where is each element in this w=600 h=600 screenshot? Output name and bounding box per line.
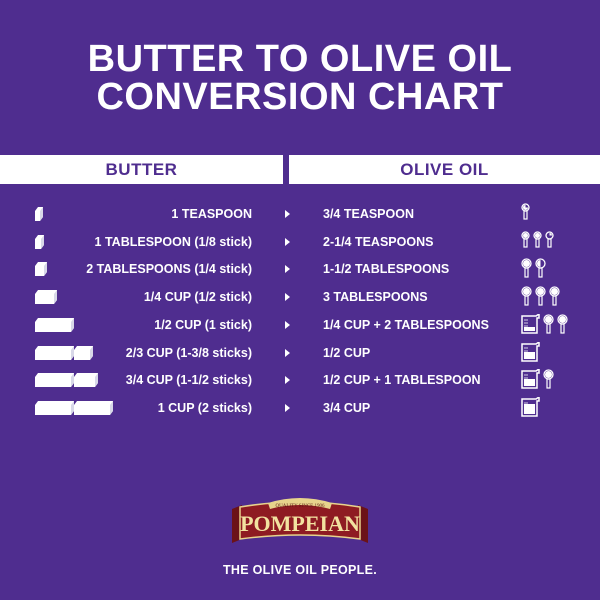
olive-oil-amount: 1/2 CUP + 1 TABLESPOON	[323, 373, 481, 388]
arrow-right-icon	[285, 320, 290, 329]
butter-icon	[35, 400, 115, 417]
arrow-right-icon	[285, 376, 290, 385]
measuring-spoon-icon	[521, 203, 530, 228]
butter-amount: 1 CUP (2 sticks)	[157, 400, 252, 415]
butter-amount: 1 TABLESPOON (1/8 stick)	[94, 234, 252, 249]
olive-oil-amount: 1/2 CUP	[323, 345, 371, 360]
conversion-row: 1 CUP (2 sticks) 3/4 CUP	[0, 395, 600, 422]
measuring-cup-icon	[521, 312, 540, 339]
measuring-spoon-icon	[543, 314, 554, 339]
measuring-spoon-icon	[545, 231, 554, 256]
butter-amount: 3/4 CUP (1-1/2 sticks)	[125, 373, 252, 388]
measuring-spoon-icon	[533, 231, 542, 256]
measure-icons	[521, 367, 554, 394]
title-line-1: BUTTER TO OLIVE OIL	[87, 38, 513, 80]
measure-icons	[521, 203, 530, 227]
measure-icons	[521, 286, 560, 310]
butter-amount: 1/4 CUP (1/2 stick)	[143, 290, 252, 305]
measuring-spoon-icon	[535, 286, 546, 311]
conversion-row: 1 TABLESPOON (1/8 stick) 2-1/4 TEASPOONS	[0, 231, 600, 255]
butter-icon	[35, 290, 59, 306]
conversion-row: 2/3 CUP (1-3/8 sticks) 1/2 CUP	[0, 340, 600, 367]
butter-amount: 1/2 CUP (1 stick)	[154, 317, 252, 332]
arrow-right-icon	[285, 265, 290, 274]
svg-text:POMPEIAN: POMPEIAN	[240, 511, 360, 536]
olive-oil-amount: 3/4 TEASPOON	[323, 207, 414, 221]
olive-oil-amount: 1/4 CUP + 2 TABLESPOONS	[323, 317, 489, 332]
pompeian-logo: QUALITY SINCE 1906 POMPEIAN	[228, 495, 372, 558]
measuring-spoon-icon	[557, 314, 568, 339]
svg-text:QUALITY SINCE 1906: QUALITY SINCE 1906	[276, 504, 325, 509]
arrow-right-icon	[285, 210, 290, 218]
olive-oil-amount: 3 TABLESPOONS	[323, 290, 428, 305]
conversion-row: 2 TABLESPOONS (1/4 stick) 1-1/2 TABLESPO…	[0, 258, 600, 282]
arrow-right-icon	[285, 348, 290, 357]
measuring-spoon-icon	[549, 286, 560, 311]
measuring-spoon-icon	[521, 286, 532, 311]
measuring-spoon-icon	[535, 258, 546, 283]
butter-icon	[35, 207, 45, 223]
measuring-cup-icon	[521, 367, 540, 394]
conversion-row: 3/4 CUP (1-1/2 sticks) 1/2 CUP + 1 TABLE…	[0, 367, 600, 394]
measure-icons	[521, 312, 568, 339]
butter-icon	[35, 317, 76, 334]
arrow-right-icon	[285, 293, 290, 302]
butter-icon	[35, 234, 46, 251]
conversion-row: 1 TEASPOON 3/4 TEASPOON	[0, 203, 600, 227]
measure-icons	[521, 395, 540, 422]
arrow-right-icon	[285, 237, 290, 246]
measuring-spoon-icon	[521, 258, 532, 283]
olive-oil-header: OLIVE OIL	[289, 155, 600, 184]
butter-icon	[35, 262, 49, 278]
title-line-2: CONVERSION CHART	[96, 76, 504, 118]
butter-icon	[35, 345, 95, 362]
olive-oil-amount: 3/4 CUP	[323, 400, 371, 415]
butter-amount: 1 TEASPOON	[171, 207, 252, 221]
tagline: THE OLIVE OIL PEOPLE.	[222, 563, 377, 577]
olive-oil-amount: 2-1/4 TEASPOONS	[323, 234, 434, 249]
arrow-right-icon	[285, 403, 290, 412]
conversion-row: 1/4 CUP (1/2 stick) 3 TABLESPOONS	[0, 286, 600, 310]
measuring-spoon-icon	[521, 231, 530, 256]
measuring-spoon-icon	[543, 369, 554, 394]
measure-icons	[521, 340, 540, 367]
olive-oil-amount: 1-1/2 TABLESPOONS	[323, 262, 450, 277]
page-title: BUTTER TO OLIVE OIL CONVERSION CHART	[0, 40, 600, 116]
butter-header: BUTTER	[0, 155, 283, 184]
butter-amount: 2/3 CUP (1-3/8 sticks)	[125, 345, 252, 360]
butter-amount: 2 TABLESPOONS (1/4 stick)	[86, 262, 252, 277]
measuring-cup-icon	[521, 395, 540, 422]
butter-icon	[35, 373, 100, 389]
measure-icons	[521, 258, 546, 282]
measuring-cup-icon	[521, 340, 540, 367]
conversion-row: 1/2 CUP (1 stick) 1/4 CUP + 2 TABLESPOON…	[0, 312, 600, 339]
measure-icons	[521, 231, 554, 255]
